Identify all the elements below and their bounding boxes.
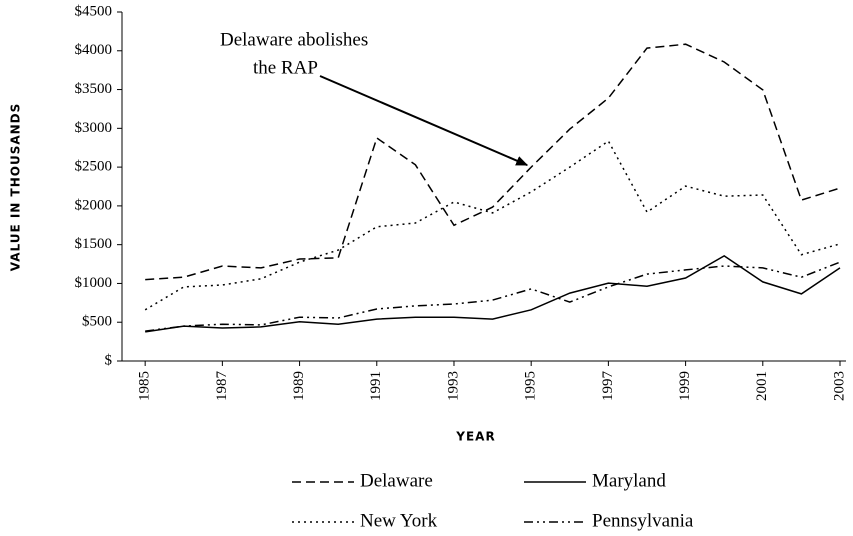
x-tick-label: 1991 — [368, 371, 384, 401]
y-tick-label: $2000 — [75, 197, 113, 213]
legend-label: Maryland — [592, 470, 666, 491]
y-tick-label: $ — [105, 352, 113, 368]
x-tick-label: 1989 — [291, 371, 307, 401]
x-tick-label: 1985 — [137, 371, 153, 401]
series-line — [145, 255, 841, 333]
y-tick-label: $3500 — [75, 81, 113, 97]
x-tick-label: 2001 — [754, 371, 770, 401]
y-tick-label: $2500 — [75, 159, 113, 175]
x-axis-title: YEAR — [455, 430, 495, 444]
x-tick-label: 2003 — [831, 371, 847, 401]
x-tick-label: 1999 — [677, 371, 693, 401]
series-line — [145, 261, 841, 332]
x-tick-label: 1997 — [600, 371, 616, 402]
y-tick-label: $1500 — [75, 236, 113, 252]
legend-label: Pennsylvania — [592, 510, 694, 531]
series-line — [144, 140, 841, 311]
y-tick-label: $3000 — [75, 120, 113, 136]
series-line — [145, 43, 841, 281]
legend-label: New York — [360, 510, 438, 531]
x-tick-label: 1993 — [445, 371, 461, 401]
annotation-line: Delaware abolishes — [220, 29, 368, 50]
y-tick-label: $4500 — [75, 3, 113, 19]
y-axis-title: VALUE IN THOUSANDS — [9, 103, 23, 272]
legend-label: Delaware — [360, 470, 433, 491]
x-tick-label: 1995 — [523, 371, 539, 401]
y-tick-label: $500 — [82, 314, 112, 330]
y-tick-label: $1000 — [75, 275, 113, 291]
x-tick-label: 1987 — [214, 371, 230, 402]
annotation-line: the RAP — [253, 57, 318, 78]
y-tick-label: $4000 — [75, 42, 113, 58]
annotation-arrow — [319, 75, 529, 167]
